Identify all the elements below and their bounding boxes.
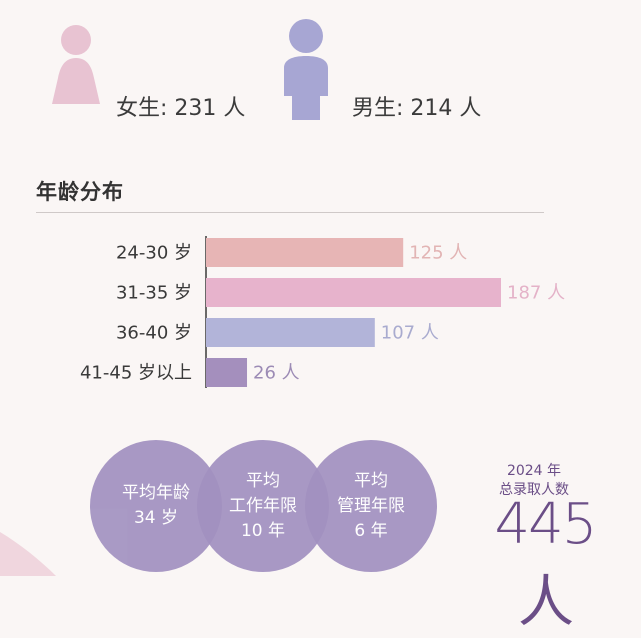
value-label-2: 107 人 [381,323,439,344]
avg-work-line-1: 平均 [246,470,280,491]
avg-age-circle: 平均年龄 34 岁 [90,440,222,572]
male-count-label: 男生: 214 人 [352,96,482,121]
category-label-3: 41-45 岁以上 [80,363,192,384]
female-count-label: 女生: 231 人 [116,96,246,121]
total-year: 2024 年 [506,463,562,479]
value-label-3: 26 人 [253,363,300,384]
avg-management-years-circle: 平均 管理年限 6 年 [305,440,437,572]
bar-3 [206,358,248,387]
bar-1 [206,278,501,307]
value-label-1: 187 人 [507,283,565,304]
category-label-1: 31-35 岁 [116,283,192,304]
value-label-0: 125 人 [409,243,467,264]
section-title: 年龄分布 [36,180,124,204]
avg-mgmt-line-1: 平均 [354,470,388,491]
avg-work-line-2: 工作年限 [229,495,297,516]
total-value: 445人 [494,492,598,635]
avg-age-line-2: 34 岁 [133,508,179,528]
avg-work-line-3: 10 年 [240,520,286,541]
bar-2 [206,318,375,347]
heading-divider [36,212,544,213]
category-label-2: 36-40 岁 [116,323,192,344]
female-icon [46,22,106,108]
bar-0 [206,238,404,267]
avg-mgmt-line-2: 管理年限 [337,495,405,516]
category-label-0: 24-30 岁 [116,243,192,264]
avg-mgmt-line-3: 6 年 [354,520,388,541]
age-bar-chart: 24-30 岁 125 人 31-35 岁 187 人 36-40 岁 107 人 41-4… [80,236,565,388]
total-caption: 总录取人数 [499,482,569,498]
male-icon [276,16,336,122]
corner-decoration [0,532,56,576]
avg-age-line-1: 平均年龄 [122,483,190,503]
